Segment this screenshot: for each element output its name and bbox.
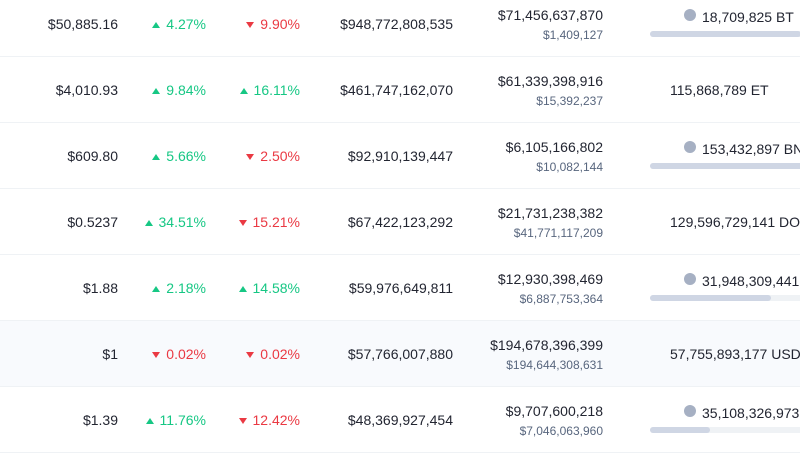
arrow-down	[238, 418, 247, 425]
supply-bar-fill	[650, 295, 771, 301]
supply-bar	[650, 163, 800, 169]
circulating-supply: 31,948,309,441 AD	[702, 273, 800, 289]
circulating-supply: 129,596,729,141 DOG	[670, 214, 800, 230]
volume-sub: $194,644,308,631	[506, 358, 603, 372]
percent-change: 0.02%	[246, 345, 300, 363]
info-icon	[684, 9, 696, 21]
table-row[interactable]: $609.80 5.66% 2.50% $92,910,139,447 $6,105,1…	[0, 123, 800, 189]
volume: $71,456,637,870	[497, 7, 603, 23]
circulating-supply: 35,108,326,973 XR	[702, 405, 800, 421]
percent-change: 16.11%	[239, 81, 300, 99]
table-row[interactable]: $1 0.02% 0.02% $57,766,007,880 $194,678,396,…	[0, 321, 800, 387]
arrow-up	[145, 418, 154, 425]
volume-sub: $1,409,127	[542, 28, 603, 42]
table-row[interactable]: $4,010.93 9.84% 16.11% $461,747,162,070 $61,…	[0, 57, 800, 123]
supply-bar-fill	[650, 427, 710, 433]
price: $50,885.16	[47, 16, 118, 32]
arrow-up	[152, 22, 161, 29]
volume: $6,105,166,802	[505, 139, 603, 155]
percent-change: 12.42%	[238, 411, 300, 429]
arrow-up	[152, 154, 161, 161]
arrow-up	[152, 286, 161, 293]
market-cap: $948,772,808,535	[340, 16, 453, 32]
arrow-down	[246, 352, 255, 359]
volume-sub: $7,046,063,960	[519, 424, 603, 438]
market-cap: $67,422,123,292	[347, 214, 453, 230]
arrow-up	[144, 220, 153, 227]
table-row[interactable]: $1.88 2.18% 14.58% $59,976,649,811 $12,930,3…	[0, 255, 800, 321]
market-cap: $461,747,162,070	[340, 82, 453, 98]
percent-change: 5.66%	[152, 147, 206, 165]
percent-change: 11.76%	[145, 411, 206, 429]
table-row[interactable]: $0.5237 34.51% 15.21% $67,422,123,292 $21,73…	[0, 189, 800, 255]
price: $1.88	[82, 280, 118, 296]
percent-change: 34.51%	[144, 213, 206, 231]
market-cap: $59,976,649,811	[348, 280, 453, 296]
volume: $9,707,600,218	[505, 403, 603, 419]
price: $609.80	[67, 148, 118, 164]
volume-sub: $15,392,237	[536, 94, 603, 108]
info-icon	[684, 273, 696, 285]
volume: $61,339,398,916	[497, 73, 603, 89]
arrow-down	[246, 22, 255, 29]
arrow-down	[152, 352, 161, 359]
circulating-supply: 115,868,789 ET	[670, 82, 769, 98]
percent-change: 4.27%	[152, 15, 206, 33]
supply-bar-fill	[650, 31, 800, 37]
percent-change: 2.50%	[246, 147, 300, 165]
percent-change: 9.84%	[152, 81, 206, 99]
circulating-supply: 153,432,897 BN	[702, 141, 800, 157]
arrow-down	[246, 154, 255, 161]
volume: $21,731,238,382	[497, 205, 603, 221]
circulating-supply: 18,709,825 BT	[702, 9, 794, 25]
arrow-up	[152, 88, 161, 95]
volume-sub: $41,771,117,209	[513, 226, 603, 240]
arrow-down	[238, 220, 247, 227]
supply-bar-fill	[650, 163, 800, 169]
market-cap: $57,766,007,880	[347, 346, 453, 362]
info-icon	[684, 405, 696, 417]
percent-change: 14.58%	[238, 279, 300, 297]
percent-change: 15.21%	[238, 213, 300, 231]
arrow-up	[238, 286, 247, 293]
volume-sub: $10,082,144	[536, 160, 603, 174]
volume-sub: $6,887,753,364	[519, 292, 603, 306]
table-row[interactable]: $50,885.16 4.27% 9.90% $948,772,808,535 $71,…	[0, 0, 800, 57]
circulating-supply: 57,755,893,177 USD	[670, 346, 800, 362]
market-cap: $92,910,139,447	[347, 148, 453, 164]
percent-change: 9.90%	[246, 15, 300, 33]
supply-bar	[650, 427, 800, 433]
table-row[interactable]: $1.39 11.76% 12.42% $48,369,927,454 $9,707,6…	[0, 387, 800, 453]
market-cap: $48,369,927,454	[347, 412, 453, 428]
volume: $194,678,396,399	[490, 337, 603, 353]
price: $0.5237	[67, 214, 118, 230]
percent-change: 2.18%	[152, 279, 206, 297]
info-icon	[684, 141, 696, 153]
price: $1	[102, 346, 118, 362]
arrow-up	[239, 88, 248, 95]
supply-bar	[650, 31, 800, 37]
supply-bar	[650, 295, 800, 301]
price: $4,010.93	[55, 82, 118, 98]
percent-change: 0.02%	[152, 345, 206, 363]
volume: $12,930,398,469	[497, 271, 603, 287]
price: $1.39	[82, 412, 118, 428]
